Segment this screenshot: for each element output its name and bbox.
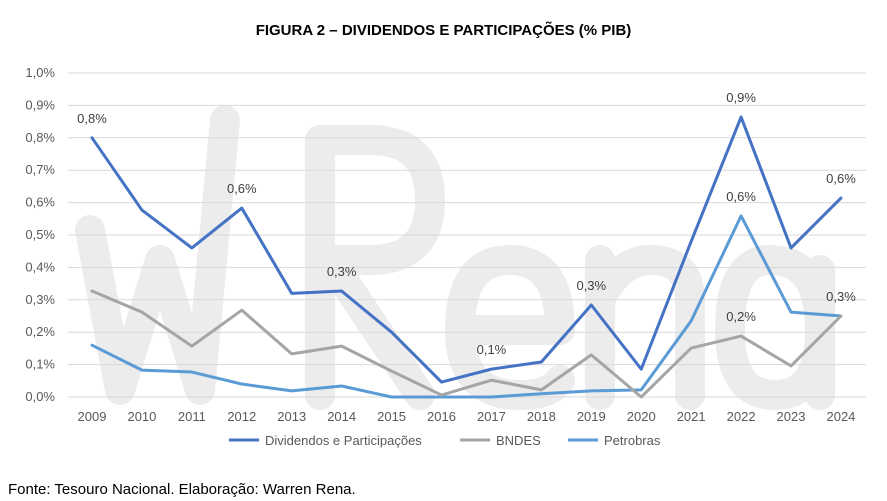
x-tick-label: 2020	[627, 409, 656, 424]
x-tick-label: 2016	[427, 409, 456, 424]
data-label: 0,6%	[726, 189, 756, 204]
legend-label: Petrobras	[604, 433, 661, 448]
x-tick-label: 2018	[527, 409, 556, 424]
data-label: 0,9%	[726, 90, 756, 105]
watermark-letter-w	[75, 105, 240, 405]
data-label: 0,3%	[327, 264, 357, 279]
y-tick-label: 0,6%	[25, 195, 55, 210]
y-tick-label: 0,2%	[25, 324, 55, 339]
y-tick-label: 0,4%	[25, 259, 55, 274]
x-tick-label: 2021	[677, 409, 706, 424]
x-tick-label: 2011	[178, 409, 206, 424]
legend-label: Dividendos e Participações	[265, 433, 422, 448]
y-tick-label: 1,0%	[25, 65, 55, 80]
series-line-petrobras	[90, 214, 843, 399]
series-line-bndes	[90, 289, 843, 399]
data-label: 0,1%	[477, 342, 507, 357]
y-tick-label: 0,3%	[25, 292, 55, 307]
data-label: 0,3%	[826, 289, 856, 304]
x-tick-label: 2013	[277, 409, 306, 424]
x-tick-label: 2010	[127, 409, 156, 424]
data-label: 0,6%	[227, 181, 257, 196]
data-label: 0,8%	[77, 111, 107, 126]
y-tick-label: 0,5%	[25, 227, 55, 242]
data-label: 0,2%	[726, 309, 756, 324]
x-tick-label: 2017	[477, 409, 506, 424]
y-tick-label: 0,0%	[25, 389, 55, 404]
chart-title: FIGURA 2 – DIVIDENDOS E PARTICIPAÇÕES (%…	[255, 22, 632, 39]
source-note: Fonte: Tesouro Nacional. Elaboração: War…	[8, 481, 356, 498]
data-label: 0,6%	[826, 171, 856, 186]
y-tick-label: 0,8%	[25, 130, 55, 145]
watermark-letter-r	[305, 125, 445, 410]
y-tick-label: 0,7%	[25, 162, 55, 177]
x-tick-label: 2024	[826, 409, 855, 424]
legend-label: BNDES	[496, 433, 541, 448]
data-label: 0,3%	[576, 278, 606, 293]
x-tick-label: 2014	[327, 409, 356, 424]
x-tick-label: 2009	[78, 409, 107, 424]
x-tick-label: 2019	[577, 409, 606, 424]
series-line-dividendos-e-participações	[90, 115, 843, 384]
x-tick-label: 2022	[727, 409, 756, 424]
watermark-letter-n	[585, 245, 705, 410]
y-tick-label: 0,9%	[25, 97, 55, 112]
watermark-logo	[75, 105, 835, 410]
x-tick-label: 2023	[777, 409, 806, 424]
y-tick-label: 0,1%	[25, 357, 55, 372]
x-tick-label: 2012	[227, 409, 256, 424]
x-tick-label: 2015	[377, 409, 406, 424]
